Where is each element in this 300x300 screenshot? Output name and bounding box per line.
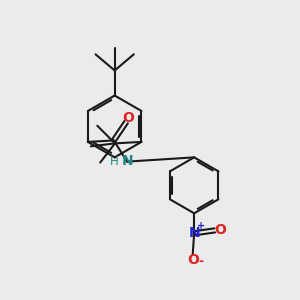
Text: N: N <box>188 226 200 240</box>
Text: O: O <box>187 253 199 267</box>
Text: O: O <box>215 223 226 237</box>
Text: O: O <box>122 111 134 125</box>
Text: +: + <box>197 221 206 231</box>
Text: H: H <box>110 154 119 167</box>
Text: N: N <box>122 154 134 168</box>
Text: -: - <box>198 254 203 268</box>
